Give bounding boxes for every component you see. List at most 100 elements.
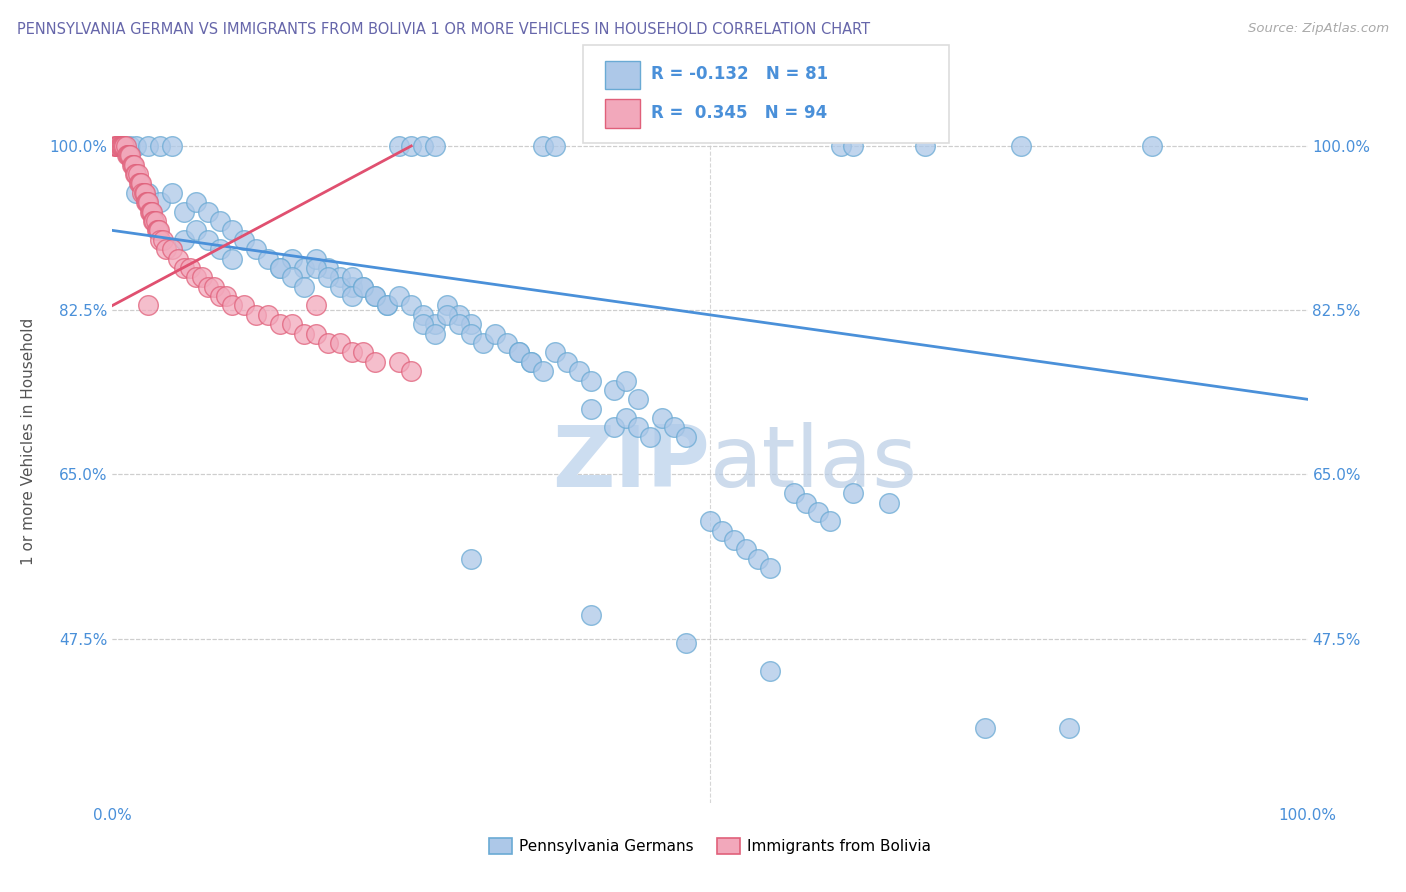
Point [484, 326, 506, 341]
Point [128, 177, 150, 191]
Point [114, 139, 136, 153]
Point [132, 186, 155, 200]
Point [364, 355, 387, 369]
Point [104, 139, 127, 153]
Point [543, 345, 565, 359]
Point [173, 260, 195, 275]
Point [508, 345, 530, 359]
Point [842, 139, 865, 153]
Point [531, 364, 554, 378]
Point [316, 260, 339, 275]
Point [329, 270, 352, 285]
Point [112, 139, 135, 153]
Point [149, 233, 172, 247]
Point [105, 139, 128, 153]
Point [460, 326, 482, 341]
Point [640, 430, 662, 444]
Point [281, 252, 304, 266]
Point [329, 279, 352, 293]
Point [377, 298, 399, 312]
Point [138, 186, 160, 200]
Point [114, 139, 135, 153]
Point [472, 336, 495, 351]
Point [496, 336, 519, 351]
Point [340, 270, 363, 285]
Point [129, 177, 152, 191]
Point [186, 270, 208, 285]
Point [281, 318, 304, 332]
Point [616, 411, 638, 425]
Point [138, 204, 160, 219]
Point [136, 195, 159, 210]
Point [305, 326, 328, 341]
Point [520, 355, 543, 369]
Point [245, 308, 267, 322]
Point [135, 195, 157, 210]
Point [139, 204, 162, 219]
Point [292, 260, 315, 275]
Point [818, 514, 841, 528]
Text: Source: ZipAtlas.com: Source: ZipAtlas.com [1249, 22, 1389, 36]
Point [121, 158, 143, 172]
Point [747, 551, 769, 566]
Point [783, 486, 806, 500]
Point [651, 411, 673, 425]
Point [340, 289, 363, 303]
Point [125, 186, 148, 200]
Point [759, 561, 782, 575]
Point [209, 242, 232, 256]
Point [127, 167, 149, 181]
Point [353, 279, 375, 293]
Point [603, 383, 626, 397]
Point [305, 252, 328, 266]
Point [221, 223, 243, 237]
Point [974, 721, 997, 735]
Point [735, 542, 758, 557]
Point [353, 345, 375, 359]
Point [134, 186, 156, 200]
Point [842, 486, 865, 500]
Point [436, 298, 458, 312]
Point [197, 279, 219, 293]
Point [1057, 721, 1080, 735]
Point [162, 242, 183, 256]
Point [162, 186, 183, 200]
Point [118, 148, 141, 162]
Point [436, 308, 458, 322]
Point [107, 139, 129, 153]
Point [449, 308, 471, 322]
Point [627, 420, 650, 434]
Point [110, 139, 132, 153]
Point [460, 318, 482, 332]
Point [215, 289, 238, 303]
Legend: Pennsylvania Germans, Immigrants from Bolivia: Pennsylvania Germans, Immigrants from Bo… [482, 832, 938, 860]
Point [233, 233, 256, 247]
Point [723, 533, 745, 547]
Point [425, 326, 447, 341]
Point [269, 260, 291, 275]
Point [579, 374, 602, 388]
Point [173, 233, 195, 247]
Point [105, 139, 128, 153]
Point [340, 279, 363, 293]
Point [162, 139, 183, 153]
Point [292, 279, 315, 293]
Point [807, 505, 830, 519]
Point [543, 139, 565, 153]
Point [388, 139, 411, 153]
Point [186, 195, 208, 210]
Point [412, 139, 434, 153]
Point [364, 289, 387, 303]
Point [131, 186, 153, 200]
Point [388, 289, 411, 303]
Point [531, 139, 554, 153]
Point [186, 223, 208, 237]
Point [202, 279, 225, 293]
Point [209, 214, 232, 228]
Point [711, 524, 734, 538]
Point [794, 495, 817, 509]
Point [675, 430, 697, 444]
Point [245, 242, 267, 256]
Point [233, 298, 256, 312]
Point [353, 279, 375, 293]
